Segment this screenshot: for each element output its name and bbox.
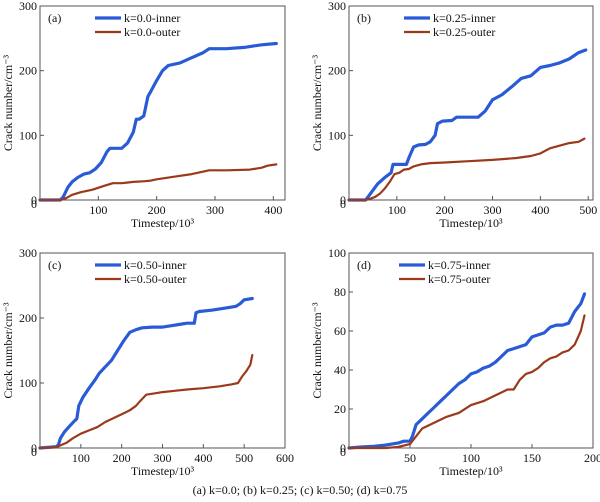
y-axis-label: Crack number/cm⁻³ (310, 54, 324, 151)
series-line-inner (347, 292, 587, 450)
y-tick-label: 300 (19, 0, 37, 13)
panel-label: (a) (48, 11, 61, 25)
x-tick-label: 100 (72, 451, 90, 465)
series-line-outer (347, 137, 586, 202)
x-tick-label: 300 (484, 203, 502, 217)
figure-caption: (a) k=0.0; (b) k=0.25; (c) k=0.50; (d) k… (192, 483, 408, 497)
y-tick-label: 0 (340, 193, 346, 207)
x-origin-label: 0 (340, 445, 346, 459)
y-tick-label: 100 (19, 128, 37, 142)
x-tick-label: 100 (89, 203, 107, 217)
legend-label-outer: k=0.75-outer (428, 272, 490, 286)
x-tick-label: 150 (523, 451, 541, 465)
panel-label: (d) (357, 258, 371, 272)
y-tick-label: 100 (328, 246, 346, 260)
legend-label-outer: k=0.25-outer (433, 25, 495, 39)
legend-label-inner: k=0.50-inner (124, 258, 186, 272)
y-tick-label: 300 (328, 0, 346, 13)
x-tick-label: 200 (148, 203, 166, 217)
x-tick-label: 200 (113, 451, 131, 465)
y-tick-label: 100 (19, 376, 37, 390)
legend-label-inner: k=0.25-inner (433, 11, 495, 25)
x-tick-label: 500 (235, 451, 253, 465)
y-axis-label: Crack number/cm⁻³ (1, 54, 15, 151)
x-tick-label: 400 (264, 203, 282, 217)
y-tick-label: 60 (334, 324, 346, 338)
chart-panel-d: 0 20 40 60 80 100 50 100 150 200 0 Timestep/10³ Crac… (310, 246, 600, 478)
y-tick-label: 80 (334, 285, 346, 299)
x-axis-label: Timestep/10³ (131, 216, 195, 230)
series-line-outer (38, 354, 254, 450)
y-axis-label: Crack number/cm⁻³ (310, 302, 324, 399)
x-origin-label: 0 (340, 197, 346, 211)
y-tick-label: 200 (19, 64, 37, 78)
series-line-outer (347, 314, 586, 450)
x-tick-label: 50 (404, 451, 416, 465)
x-tick-label: 100 (388, 203, 406, 217)
y-tick-label: 200 (19, 311, 37, 325)
series-line-inner (38, 296, 254, 450)
x-origin-label: 0 (31, 445, 37, 459)
y-axis-label: Crack number/cm⁻³ (1, 302, 15, 399)
x-axis-label: Timestep/10³ (439, 216, 503, 230)
chart-panel-b: 0 100 200 300 100 200 300 400 500 0 Timestep/10³ Cr… (310, 0, 597, 230)
y-tick-label: 40 (334, 363, 346, 377)
x-tick-label: 200 (436, 203, 454, 217)
y-tick-label: 0 (31, 441, 37, 455)
legend-label-inner: k=0.75-inner (428, 258, 490, 272)
y-tick-label: 100 (328, 128, 346, 142)
legend-label-outer: k=0.50-outer (124, 272, 186, 286)
y-tick-label: 20 (334, 402, 346, 416)
y-tick-label: 300 (19, 246, 37, 260)
y-tick-label: 0 (340, 441, 346, 455)
x-axis-label: Timestep/10³ (131, 464, 195, 478)
chart-panel-c: 0 100 200 300 100 200 300 400 500 600 0 Timestep/10… (1, 246, 294, 478)
series-line-inner (347, 48, 588, 202)
plot-frame (39, 5, 286, 201)
legend-label-inner: k=0.0-inner (124, 11, 180, 25)
x-tick-label: 500 (579, 203, 597, 217)
y-tick-label: 200 (328, 64, 346, 78)
y-tick-label: 0 (31, 193, 37, 207)
x-tick-label: 600 (276, 451, 294, 465)
series-line-outer (38, 163, 278, 202)
chart-panel-a: 0 100 200 300 100 200 300 400 0 Timestep/10³ Crack… (1, 0, 286, 230)
plot-frame (348, 5, 594, 201)
x-tick-label: 300 (154, 451, 172, 465)
x-tick-label: 400 (194, 451, 212, 465)
x-tick-label: 300 (206, 203, 224, 217)
x-origin-label: 0 (31, 197, 37, 211)
x-tick-label: 100 (462, 451, 480, 465)
panel-label: (c) (48, 258, 61, 272)
series-line-inner (38, 41, 278, 202)
x-axis-label: Timestep/10³ (439, 464, 503, 478)
panel-label: (b) (357, 11, 371, 25)
x-tick-label: 200 (584, 451, 600, 465)
x-tick-label: 400 (531, 203, 549, 217)
legend-label-outer: k=0.0-outer (124, 25, 180, 39)
